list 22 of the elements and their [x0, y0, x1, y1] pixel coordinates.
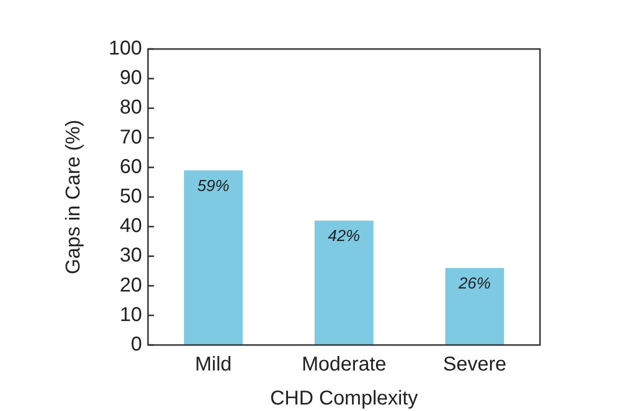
x-tick-label: Moderate	[302, 354, 386, 376]
data-label: 59%	[197, 178, 230, 195]
y-tick-label: 40	[120, 215, 142, 238]
y-tick-label: 100	[108, 38, 142, 60]
y-tick-label: 90	[120, 67, 142, 90]
y-tick-label: 10	[120, 304, 142, 326]
x-tick-label: Mild	[194, 354, 232, 376]
y-tick-label: 70	[120, 126, 142, 148]
x-tick-label: Severe	[442, 354, 506, 376]
y-tick-label: 60	[120, 156, 142, 178]
y-tick-label: 80	[120, 96, 142, 119]
y-tick-label: 50	[120, 186, 142, 208]
y-tick-label: 0	[130, 334, 142, 356]
y-axis-title: Gaps in Care (%)	[62, 120, 85, 274]
data-label: 42%	[328, 228, 360, 246]
bar	[184, 170, 243, 345]
x-axis-title: CHD Complexity	[270, 388, 418, 410]
bar	[445, 268, 504, 345]
y-tick-label: 30	[120, 244, 142, 267]
data-label: 26%	[458, 275, 491, 292]
bar	[314, 220, 374, 345]
y-tick-label: 20	[120, 274, 142, 296]
